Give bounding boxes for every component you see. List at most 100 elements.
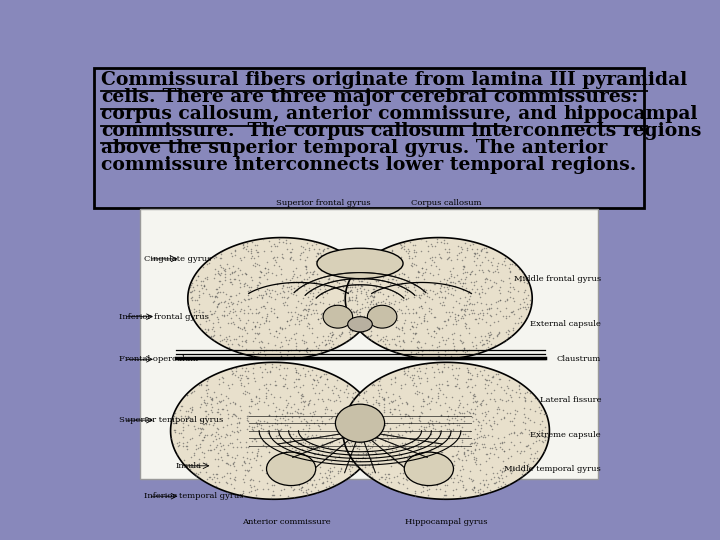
Point (438, 301, 450, 309)
Point (482, 266, 493, 274)
Point (214, 398, 225, 407)
Point (424, 447, 436, 455)
Point (421, 481, 433, 490)
Point (477, 486, 489, 495)
Point (364, 332, 376, 341)
Point (285, 248, 297, 256)
Point (220, 392, 232, 401)
Point (341, 381, 353, 389)
Point (512, 305, 523, 313)
Point (492, 473, 503, 482)
Point (239, 269, 251, 278)
Point (246, 436, 258, 445)
Point (446, 352, 457, 361)
Point (215, 254, 227, 262)
Point (419, 469, 431, 478)
Point (424, 449, 436, 457)
Point (287, 273, 298, 282)
Point (203, 410, 215, 418)
Point (318, 246, 329, 255)
Point (275, 452, 287, 461)
Point (364, 325, 375, 333)
Point (480, 275, 491, 284)
Point (201, 377, 212, 386)
Point (436, 474, 448, 483)
Point (337, 289, 348, 298)
Point (530, 407, 541, 415)
Point (349, 425, 361, 434)
Point (327, 480, 338, 488)
Point (339, 430, 351, 439)
Point (436, 467, 448, 476)
Point (400, 459, 411, 468)
Point (233, 340, 244, 348)
Point (352, 405, 364, 414)
Point (266, 455, 278, 463)
Point (229, 335, 240, 343)
Point (371, 431, 382, 440)
Point (229, 246, 240, 254)
Point (284, 282, 295, 291)
Point (374, 288, 386, 296)
Point (294, 453, 306, 462)
Point (505, 308, 517, 316)
Point (402, 283, 414, 292)
Point (409, 471, 420, 480)
Point (269, 407, 281, 415)
Point (257, 302, 269, 310)
Point (342, 437, 354, 446)
Point (495, 414, 507, 423)
Point (346, 308, 358, 316)
Point (360, 449, 372, 457)
Point (480, 376, 492, 384)
Point (358, 407, 369, 415)
Point (197, 307, 209, 316)
Point (403, 462, 415, 471)
Point (390, 271, 401, 280)
Point (405, 428, 416, 436)
Point (215, 446, 226, 454)
Point (415, 458, 427, 467)
Point (473, 314, 485, 322)
Point (229, 475, 240, 484)
Point (391, 307, 402, 315)
Point (423, 399, 435, 407)
Point (330, 480, 342, 488)
Point (295, 417, 307, 426)
Point (167, 440, 179, 449)
Point (366, 443, 378, 451)
Point (497, 312, 508, 320)
Point (369, 267, 381, 275)
Point (430, 479, 441, 488)
Point (274, 404, 285, 413)
Point (240, 319, 252, 327)
Point (487, 469, 498, 478)
Point (508, 441, 519, 450)
Point (225, 297, 237, 306)
Point (222, 299, 234, 307)
Point (258, 397, 269, 406)
Point (226, 452, 238, 461)
Point (274, 491, 286, 500)
Point (443, 469, 454, 477)
Point (441, 481, 452, 489)
Point (539, 410, 550, 418)
Point (392, 279, 403, 288)
Point (495, 470, 507, 479)
Point (398, 365, 410, 374)
Point (514, 429, 526, 437)
Point (458, 402, 469, 411)
Point (441, 474, 453, 483)
Point (313, 260, 325, 269)
Point (365, 322, 377, 331)
Point (348, 332, 359, 340)
Point (368, 415, 379, 424)
Point (198, 281, 210, 290)
Point (400, 428, 412, 436)
Point (351, 426, 362, 434)
Point (367, 440, 379, 449)
Point (216, 310, 228, 319)
Point (294, 474, 305, 483)
Point (432, 469, 444, 477)
Point (250, 393, 261, 401)
